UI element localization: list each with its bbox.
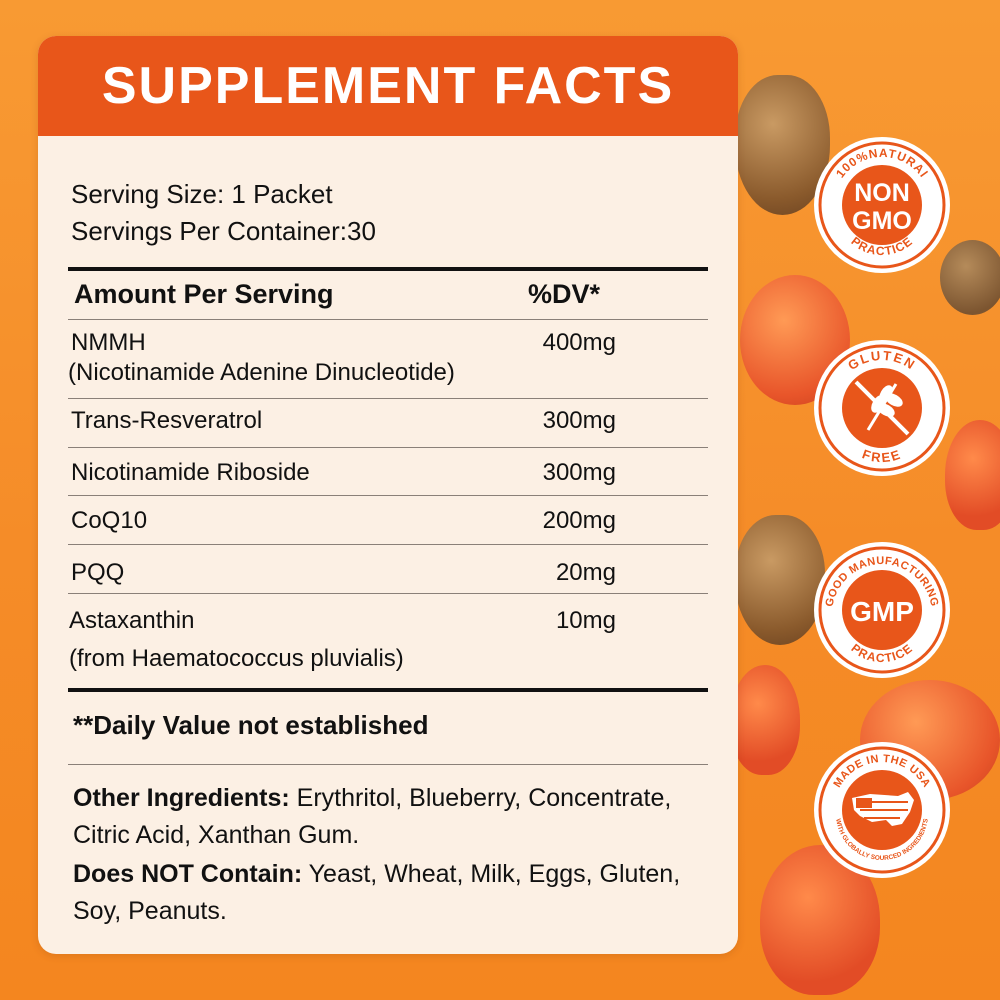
ingredient-name: CoQ10 [71, 507, 148, 534]
ingredient-amount: 300mg [542, 459, 616, 486]
servings-per-container: Servings Per Container:30 [71, 216, 376, 246]
badge-line1: NON [854, 179, 910, 207]
divider [68, 398, 708, 399]
divider [68, 688, 708, 692]
divider [68, 593, 708, 594]
divider [68, 495, 708, 496]
gluten-free-badge: GLUTEN FREE [814, 340, 950, 476]
ingredient-amount: 10mg [555, 607, 616, 634]
usa-map-icon [852, 792, 914, 826]
ingredient-amount: 300mg [542, 407, 616, 434]
non-gmo-badge: 100%NATURAl PRACTICE NON GMO [814, 137, 950, 273]
serving-size: Serving Size: 1 Packet [71, 179, 333, 209]
panel-title: SUPPLEMENT FACTS [38, 36, 738, 136]
ingredient-name: PQQ [71, 559, 125, 586]
ingredient-name: Trans-Resveratrol [71, 407, 263, 434]
gmp-badge: GOOD MANUFACTURING PRACTICE GMP [814, 542, 950, 678]
divider [68, 319, 708, 320]
does-not-contain: Does NOT Contain: Yeast, Wheat, Milk, Eg… [73, 856, 713, 930]
ingredient-name: Astaxanthin [69, 607, 195, 634]
prohibited-slash [854, 380, 910, 436]
other-ingredients-value: Erythritol, Blueberry, Concentrate, Citr… [73, 784, 672, 849]
divider [68, 447, 708, 448]
divider [68, 267, 708, 271]
divider [68, 764, 708, 765]
badge-line2: GMO [852, 207, 912, 235]
dv-header: %DV* [528, 279, 601, 309]
made-in-usa-badge: MADE IN THE USA WITH GLOBALLY SOURCED IN… [814, 742, 950, 878]
ingredient-name: NMMH [71, 329, 146, 356]
ingredient-amount: 200mg [542, 507, 616, 534]
svg-text:FREE: FREE [860, 446, 903, 465]
serving-info: Serving Size: 1 Packet Servings Per Cont… [71, 176, 376, 250]
does-not-contain-label: Does NOT Contain: [73, 860, 303, 888]
badge-bottom-text: FREE [860, 446, 901, 465]
strawberry-image [730, 665, 800, 775]
divider [68, 544, 708, 545]
ingredient-amount: 400mg [542, 329, 616, 356]
other-ingredients: Other Ingredients: Erythritol, Blueberry… [73, 780, 713, 854]
other-ingredients-label: Other Ingredients: [73, 784, 290, 812]
daily-value-note: **Daily Value not established [73, 710, 429, 740]
badge-center-text: GMP [850, 596, 914, 627]
does-not-contain-value: Yeast, Wheat, Milk, Eggs, Gluten, Soy, P… [73, 860, 681, 925]
blueberry-image [940, 240, 1000, 315]
ingredient-name: Nicotinamide Riboside [71, 459, 310, 486]
ingredient-amount: 20mg [555, 559, 616, 586]
blackberry-image [735, 515, 825, 645]
amount-header: Amount Per Serving [74, 279, 334, 309]
blackberry-image [735, 75, 830, 215]
ingredient-subtitle: (from Haematococcus pluvialis) [69, 645, 404, 672]
ingredient-subtitle: (Nicotinamide Adenine Dinucleotide) [68, 359, 455, 386]
supplement-facts-panel: SUPPLEMENT FACTS Serving Size: 1 Packet … [38, 36, 738, 954]
strawberry-image [945, 420, 1000, 530]
